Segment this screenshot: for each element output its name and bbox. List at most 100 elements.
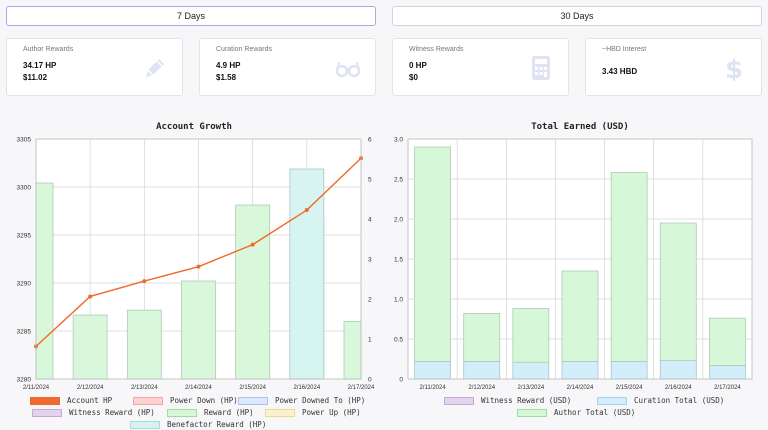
card-title: Witness Rewards bbox=[409, 46, 464, 53]
y-tick-label: 3295 bbox=[17, 233, 32, 240]
y2-tick-label: 2 bbox=[368, 297, 372, 304]
bar bbox=[512, 308, 550, 363]
bar bbox=[512, 361, 550, 380]
legend-swatch bbox=[167, 408, 197, 417]
y-tick-label: 0 bbox=[399, 377, 403, 384]
legend-swatch bbox=[517, 408, 547, 417]
bar bbox=[463, 360, 501, 380]
legend-label: Account HP bbox=[67, 396, 113, 405]
y-tick-label: 3290 bbox=[17, 281, 32, 288]
bar bbox=[610, 172, 648, 362]
author-rewards-card: Author Rewards 34.17 HP $11.02 bbox=[6, 38, 183, 96]
card-title: Curation Rewards bbox=[216, 46, 273, 53]
legend-item[interactable]: Power Down (HP) bbox=[133, 396, 238, 405]
legend-item[interactable]: Witness Reward (HP) bbox=[32, 408, 155, 417]
legend-item[interactable]: Power Up (HP) bbox=[265, 408, 361, 417]
hbd-interest-card: ~HBD Interest 3.43 HBD $ bbox=[585, 38, 762, 96]
legend-item[interactable]: Account HP bbox=[30, 396, 112, 405]
bar bbox=[126, 309, 162, 380]
x-tick-label: 2/13/2024 bbox=[131, 385, 158, 391]
bar bbox=[343, 320, 362, 380]
y2-tick-label: 4 bbox=[368, 217, 372, 224]
legend-swatch bbox=[444, 396, 474, 405]
legend-label: Curation Total (USD) bbox=[634, 396, 725, 405]
legend-label: Witness Reward (USD) bbox=[481, 396, 572, 405]
legend-swatch bbox=[238, 396, 268, 405]
card-value-usd: $1.58 bbox=[216, 73, 237, 82]
y-tick-label: 3300 bbox=[17, 185, 32, 192]
account-hp-point bbox=[196, 264, 201, 269]
card-title: ~HBD Interest bbox=[602, 46, 647, 53]
glasses-icon bbox=[335, 61, 361, 78]
x-tick-label: 2/17/2024 bbox=[714, 385, 741, 391]
y2-tick-label: 5 bbox=[368, 177, 372, 184]
legend-swatch bbox=[597, 396, 627, 405]
legend-label: Power Up (HP) bbox=[302, 408, 361, 417]
bar bbox=[709, 317, 746, 366]
legend-label: Witness Reward (HP) bbox=[69, 408, 155, 417]
card-value-hp: 4.9 HP bbox=[216, 61, 241, 70]
legend-swatch bbox=[30, 396, 60, 405]
legend-item[interactable]: Curation Total (USD) bbox=[597, 396, 724, 405]
tab-7-days[interactable]: 7 Days bbox=[6, 6, 376, 26]
legend-item[interactable]: Reward (HP) bbox=[167, 408, 254, 417]
y-tick-label: 2.5 bbox=[394, 177, 403, 184]
svg-text:$: $ bbox=[725, 55, 743, 81]
x-tick-label: 2/13/2024 bbox=[518, 385, 545, 391]
legend-item[interactable]: Author Total (USD) bbox=[517, 408, 635, 417]
legend-label: Power Down (HP) bbox=[170, 396, 238, 405]
bar bbox=[181, 280, 216, 380]
bar bbox=[659, 360, 697, 380]
y2-tick-label: 6 bbox=[368, 137, 372, 144]
x-tick-label: 2/12/2024 bbox=[77, 385, 104, 391]
bar bbox=[709, 364, 746, 380]
dollar-icon: $ bbox=[725, 55, 743, 81]
account-hp-point bbox=[88, 294, 93, 299]
plot-border bbox=[407, 138, 753, 380]
legend-item[interactable]: Power Downed To (HP) bbox=[238, 396, 365, 405]
legend-label: Author Total (USD) bbox=[554, 408, 636, 417]
y-tick-label: 3285 bbox=[17, 329, 32, 336]
account-growth-legend: Account HP Power Down (HP) Power Downed … bbox=[0, 395, 384, 430]
y-tick-label: 3305 bbox=[17, 137, 32, 144]
account-hp-point bbox=[304, 208, 309, 213]
bar bbox=[235, 204, 271, 380]
account-hp-point bbox=[250, 242, 255, 247]
legend-swatch bbox=[32, 408, 62, 417]
y2-tick-label: 1 bbox=[368, 337, 372, 344]
bar bbox=[610, 360, 648, 380]
account-hp-point bbox=[142, 279, 147, 284]
legend-item[interactable]: Benefactor Reward (HP) bbox=[130, 420, 266, 429]
legend-label: Power Downed To (HP) bbox=[275, 396, 366, 405]
bar bbox=[414, 360, 451, 380]
x-tick-label: 2/11/2024 bbox=[23, 385, 50, 391]
y-tick-label: 3.0 bbox=[394, 137, 403, 144]
y-tick-label: 0.5 bbox=[394, 337, 403, 344]
bar bbox=[35, 182, 54, 380]
tab-30-days[interactable]: 30 Days bbox=[392, 6, 762, 26]
bar bbox=[289, 168, 325, 380]
x-tick-label: 2/11/2024 bbox=[419, 385, 446, 391]
legend-label: Reward (HP) bbox=[204, 408, 254, 417]
bar bbox=[561, 360, 599, 380]
curation-rewards-card: Curation Rewards 4.9 HP $1.58 bbox=[199, 38, 376, 96]
y2-tick-label: 0 bbox=[368, 377, 372, 384]
x-tick-label: 2/12/2024 bbox=[468, 385, 495, 391]
plot-border bbox=[35, 138, 362, 380]
x-tick-label: 2/15/2024 bbox=[616, 385, 643, 391]
account-growth-title: Account Growth bbox=[156, 122, 232, 132]
x-tick-label: 2/14/2024 bbox=[185, 385, 212, 391]
account-growth-chart: 3280 3285 3290 3295 3300 3305 0 1 2 3 4 5 6 2/11/2024… bbox=[17, 137, 375, 392]
legend-item[interactable]: Witness Reward (USD) bbox=[444, 396, 571, 405]
legend-swatch bbox=[130, 420, 160, 429]
total-earned-title: Total Earned (USD) bbox=[531, 122, 629, 132]
legend-label: Benefactor Reward (HP) bbox=[167, 420, 267, 429]
bar bbox=[463, 312, 501, 362]
witness-rewards-card: Witness Rewards 0 HP $0 bbox=[392, 38, 569, 96]
bar bbox=[72, 314, 108, 380]
y-tick-label: 3280 bbox=[17, 377, 32, 384]
card-value-usd: $0 bbox=[409, 73, 418, 82]
x-tick-label: 2/16/2024 bbox=[665, 385, 692, 391]
card-value-hp: 34.17 HP bbox=[23, 61, 57, 70]
total-earned-chart: 0 0.5 1.0 1.5 2.0 2.5 3.0 2/11/2024 2/12/2024 2/1… bbox=[394, 137, 753, 391]
